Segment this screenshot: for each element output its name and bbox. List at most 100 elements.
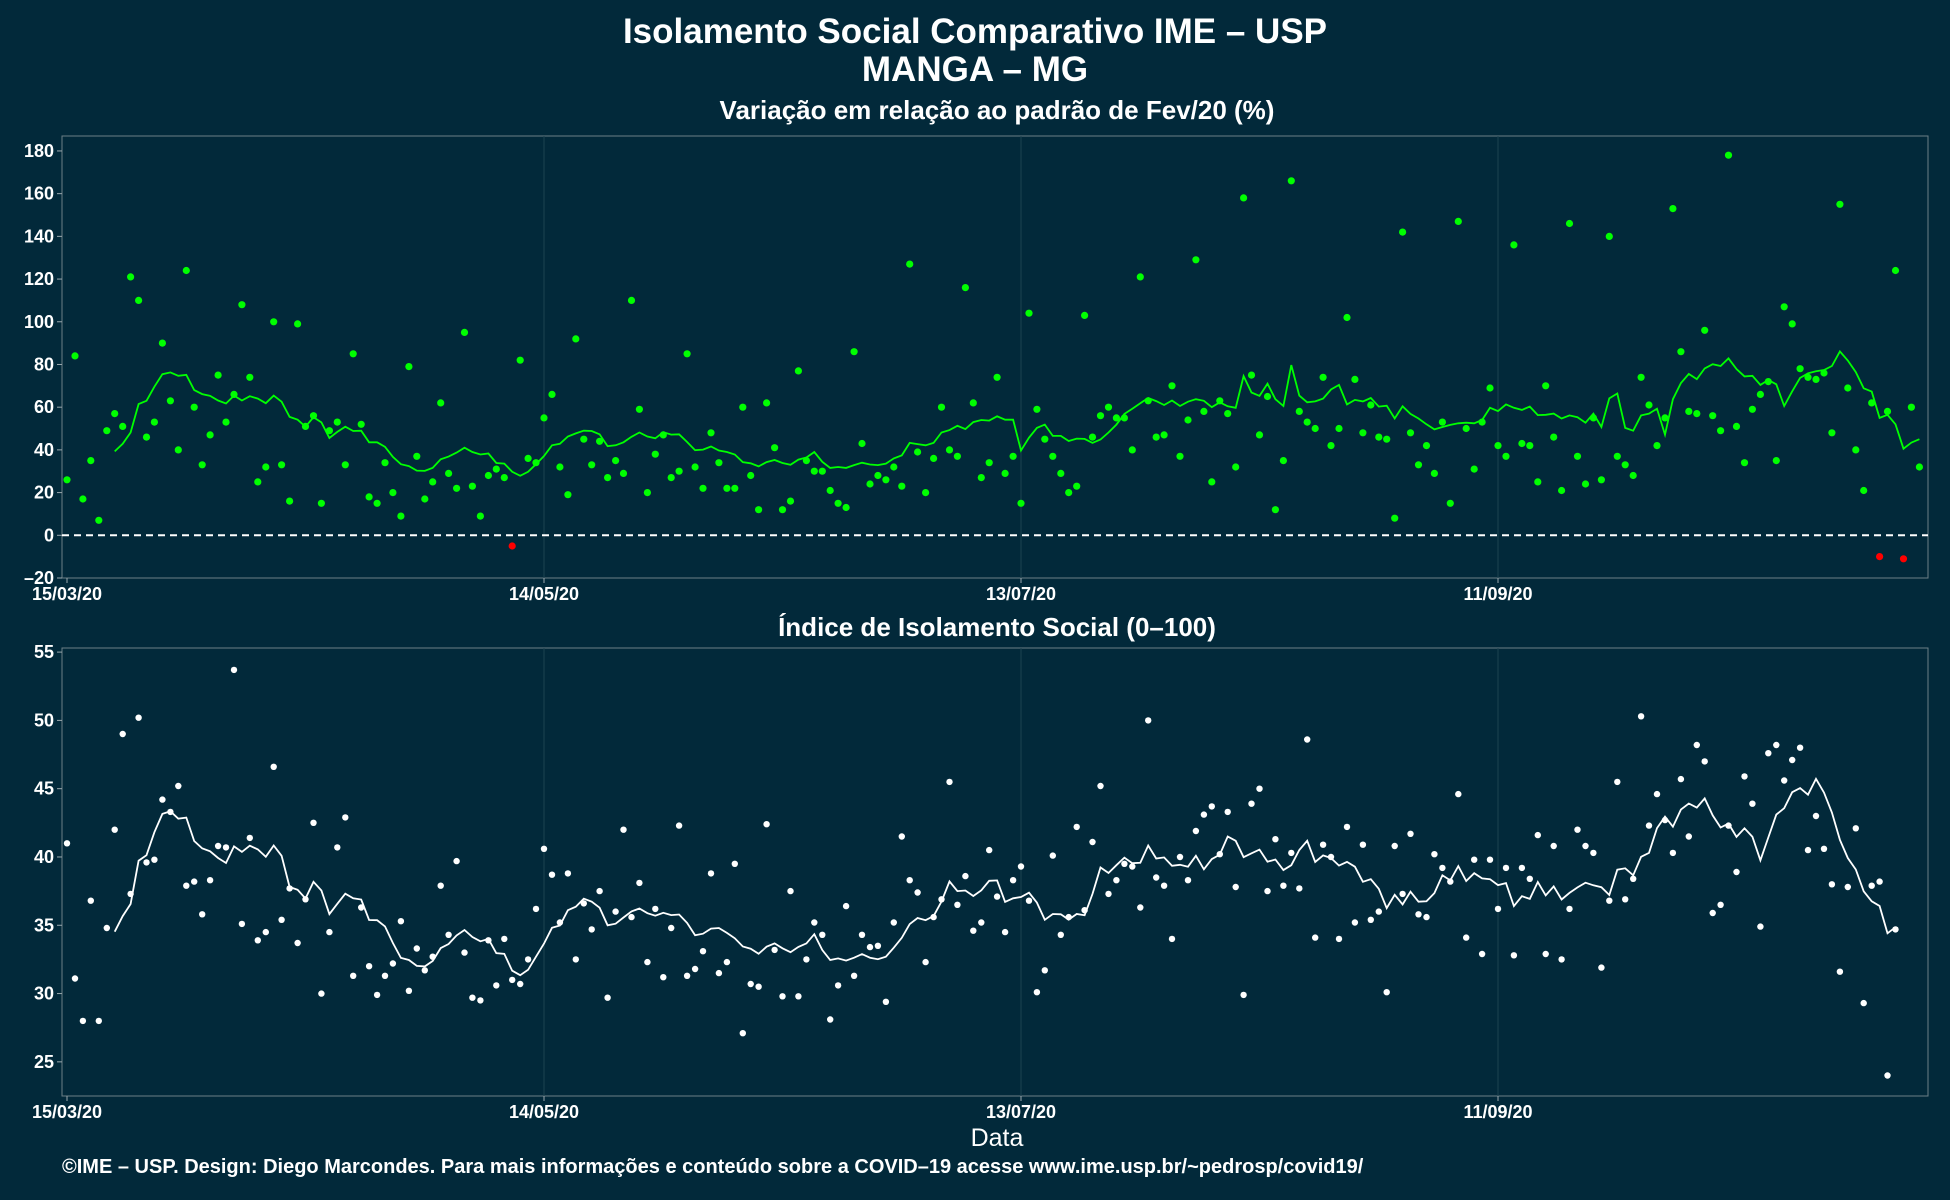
- indice-point: [143, 859, 150, 866]
- variacao-point: [1065, 489, 1073, 497]
- indice-point: [1232, 883, 1239, 891]
- variacao-point: [810, 467, 818, 475]
- variacao-point: [1208, 478, 1216, 486]
- variacao-point: [1462, 424, 1470, 433]
- variacao-point: [1780, 303, 1788, 311]
- indice-y-tick-label: 40: [34, 847, 54, 867]
- variacao-point: [818, 467, 826, 475]
- variacao-point: [771, 444, 779, 452]
- indice-point: [850, 972, 858, 979]
- variacao-point: [357, 420, 365, 428]
- variacao-point: [484, 471, 492, 480]
- indice-point: [827, 1016, 834, 1023]
- variacao-point: [1073, 482, 1081, 490]
- variacao-point: [1510, 241, 1518, 249]
- indice-point: [1319, 841, 1327, 848]
- indice-point: [588, 926, 595, 933]
- variacao-point: [1446, 499, 1454, 507]
- indice-point: [119, 730, 126, 738]
- indice-point: [683, 972, 691, 979]
- indice-point: [1312, 934, 1319, 941]
- variacao-point: [135, 296, 143, 304]
- indice-point: [238, 920, 246, 928]
- indice-point: [1645, 822, 1653, 829]
- indice-point: [866, 943, 874, 951]
- indice-point: [230, 666, 238, 674]
- variacao-point: [468, 482, 476, 490]
- variacao-point: [635, 405, 644, 413]
- variacao-point: [1335, 424, 1343, 433]
- variacao-point: [1375, 433, 1383, 441]
- indice-point: [1200, 811, 1208, 818]
- variacao-point: [476, 512, 484, 520]
- variacao-point: [1319, 373, 1327, 381]
- variacao-point: [1836, 200, 1844, 208]
- indice-point: [397, 918, 405, 925]
- indice-point: [604, 994, 611, 1001]
- indice-point: [1113, 877, 1120, 884]
- indice-point: [1590, 849, 1597, 857]
- variacao-point: [206, 431, 214, 439]
- variacao-point: [651, 450, 659, 458]
- variacao-point: [755, 506, 763, 514]
- variacao-y-tick-label: 140: [24, 226, 54, 246]
- variacao-point: [1136, 273, 1144, 281]
- variacao-point: [1669, 205, 1677, 213]
- variacao-point: [1414, 461, 1423, 469]
- variacao-point: [1709, 412, 1717, 420]
- indice-point: [1526, 875, 1534, 882]
- indice-point: [787, 887, 794, 895]
- variacao-point: [1685, 407, 1693, 415]
- variacao-point: [1820, 369, 1828, 377]
- variacao-point: [150, 418, 158, 426]
- indice-point: [1168, 935, 1176, 943]
- variacao-point: [1558, 486, 1566, 495]
- indice-x-tick-label: 15/03/20: [32, 1102, 102, 1122]
- indice-point: [1884, 1072, 1891, 1079]
- indice-y-tick-label: 50: [34, 710, 54, 730]
- variacao-point: [961, 284, 970, 292]
- variacao-x-tick-label: 11/09/20: [1463, 584, 1532, 604]
- variacao-point: [1367, 401, 1375, 409]
- indice-point: [1351, 919, 1359, 926]
- variacao-point: [1057, 469, 1065, 477]
- indice-point: [1820, 845, 1828, 852]
- indice-point: [1097, 782, 1104, 790]
- variacao-point: [238, 301, 246, 309]
- indice-point: [1773, 741, 1780, 749]
- indice-x-axis-label: Data: [971, 1124, 1024, 1152]
- indice-point: [1280, 882, 1287, 889]
- indice-point: [1622, 896, 1629, 903]
- variacao-point: [516, 356, 524, 364]
- indice-point: [1868, 882, 1875, 889]
- variacao-point: [747, 471, 755, 480]
- variacao-point: [198, 461, 206, 469]
- variacao-point: [858, 439, 866, 448]
- indice-point: [254, 937, 261, 944]
- indice-point: [580, 900, 587, 907]
- indice-point: [1876, 878, 1883, 885]
- indice-point: [1105, 890, 1112, 898]
- indice-point: [1789, 756, 1796, 764]
- variacao-point: [1478, 418, 1486, 426]
- indice-point: [1009, 877, 1017, 884]
- indice-point: [1693, 741, 1701, 749]
- indice-point: [1081, 907, 1088, 914]
- indice-point: [1160, 882, 1168, 889]
- indice-point: [469, 994, 476, 1001]
- variacao-point: [1645, 401, 1653, 409]
- indice-point: [1025, 897, 1033, 904]
- indice-point: [1359, 841, 1367, 848]
- variacao-point: [1343, 313, 1351, 322]
- variacao-point: [1001, 469, 1009, 477]
- indice-point: [373, 991, 381, 999]
- indice-point: [1566, 905, 1573, 913]
- variacao-point: [174, 446, 182, 454]
- variacao-point: [166, 397, 174, 405]
- indice-point: [517, 980, 524, 988]
- indice-point: [636, 879, 643, 887]
- indice-point: [1812, 812, 1820, 820]
- variacao-point: [1876, 553, 1884, 561]
- indice-point: [175, 782, 182, 790]
